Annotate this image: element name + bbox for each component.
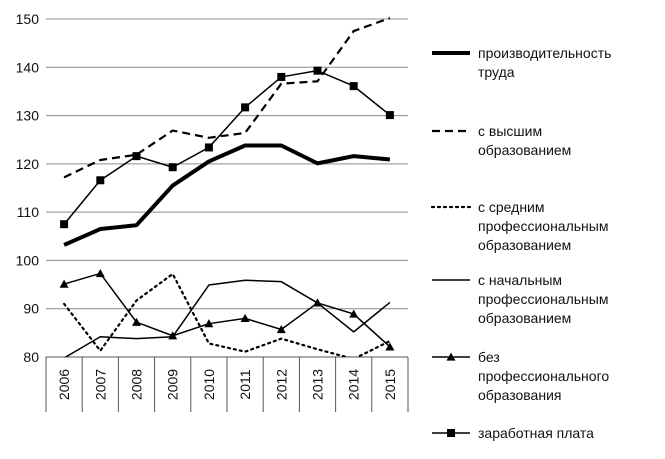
legend-label-secondary-vocational-line3: образованием [478,237,571,253]
legend-label-productivity-line1: производительность [478,45,611,61]
square-marker-icon [447,429,455,437]
data-point-no-vocational-2014 [349,309,359,318]
x-tick-label-2011: 2011 [237,369,253,399]
data-point-no-vocational-2012 [276,324,286,334]
series-line-wages [63,69,391,225]
y-tick-label-150: 150 [16,11,40,27]
legend-item-wages: заработная плата [432,425,594,441]
x-tick-label-2008: 2008 [129,369,145,400]
y-tick-label-140: 140 [16,59,40,75]
legend-label-initial-vocational-line2: профессиональным [478,291,608,307]
y-tick-label-130: 130 [16,108,40,124]
x-tick-label-2012: 2012 [273,369,289,400]
data-point-wages-2008 [132,152,141,161]
triangle-marker-icon [446,352,456,361]
legend-label-no-vocational-line2: профессионального [478,368,609,384]
y-tick-label-90: 90 [23,301,39,317]
y-tick-label-120: 120 [16,156,40,172]
series-line-no-vocational [63,272,391,348]
legend: производительность труда с высшим образо… [430,45,611,441]
legend-label-initial-vocational-line1: с начальным [478,272,562,288]
data-point-no-vocational-2015 [385,342,395,351]
legend-item-productivity: производительность труда [432,45,611,80]
data-point-wages-2015 [385,111,394,120]
legend-label-no-vocational-line1: без [478,349,500,365]
series-line-productivity [63,143,391,247]
legend-label-higher-education-line1: с высшим [478,123,542,139]
data-point-no-vocational-2011 [240,313,250,322]
data-point-wages-2006 [60,220,69,229]
series-line-initial-vocational [64,279,391,357]
legend-label-no-vocational-line3: образования [478,387,561,403]
legend-label-initial-vocational-line3: образованием [478,310,571,326]
legend-item-no-vocational: без профессионального образования [432,349,609,403]
x-tick-label-2009: 2009 [165,369,181,400]
legend-label-wages: заработная плата [478,425,594,441]
y-tick-label-100: 100 [16,252,40,268]
legend-label-productivity-line2: труда [478,64,515,80]
y-tick-label-110: 110 [17,204,40,220]
x-tick-label-2015: 2015 [382,369,398,400]
data-point-wages-2011 [241,103,250,112]
series-line-secondary-vocational [62,272,391,357]
x-tick-label-2007: 2007 [92,369,108,400]
data-point-no-vocational-2010 [204,319,214,328]
data-point-no-vocational-2007 [95,268,105,278]
data-point-wages-2013 [313,66,322,75]
y-axis: 80 90 100 110 120 130 140 150 [16,11,40,365]
legend-item-initial-vocational: с начальным профессиональным образование… [432,272,608,326]
data-point-wages-2009 [168,163,177,172]
data-point-no-vocational-2009 [168,331,178,340]
data-point-no-vocational-2013 [313,298,322,307]
legend-label-higher-education-line2: образованием [478,142,571,158]
data-point-no-vocational-2008 [132,317,141,326]
x-tick-label-2010: 2010 [201,369,217,400]
data-point-wages-2010 [204,143,213,152]
legend-label-secondary-vocational-line2: профессиональным [478,218,608,234]
x-tick-label-2013: 2013 [310,369,326,400]
series-line-higher-education [63,16,391,179]
legend-item-secondary-vocational: с средним профессиональным образованием [430,199,608,253]
legend-label-secondary-vocational-line1: с средним [478,199,545,215]
x-tick-label-2006: 2006 [56,369,72,400]
legend-item-higher-education: с высшим образованием [432,123,571,158]
x-axis: 2006 2007 2008 2009 2010 2011 2012 2013 2014 2015 [45,356,409,412]
data-point-wages-2014 [349,82,358,91]
data-point-wages-2012 [277,72,286,81]
series-lines [59,16,395,357]
x-tick-label-2014: 2014 [346,369,362,400]
data-point-wages-2007 [96,176,105,185]
y-tick-label-80: 80 [23,349,39,365]
data-point-no-vocational-2006 [59,279,69,288]
gridlines [46,18,408,310]
